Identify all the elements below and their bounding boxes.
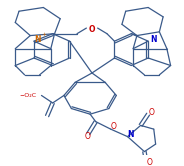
Text: N: N	[127, 130, 134, 139]
Text: −O₂C: −O₂C	[20, 93, 37, 98]
Text: O: O	[89, 25, 95, 35]
Text: N: N	[151, 35, 157, 44]
Text: +: +	[41, 32, 46, 37]
Text: O: O	[84, 132, 90, 141]
Text: N: N	[34, 35, 41, 44]
Text: O: O	[149, 108, 155, 117]
Text: O: O	[111, 122, 116, 131]
Text: O: O	[147, 158, 153, 166]
